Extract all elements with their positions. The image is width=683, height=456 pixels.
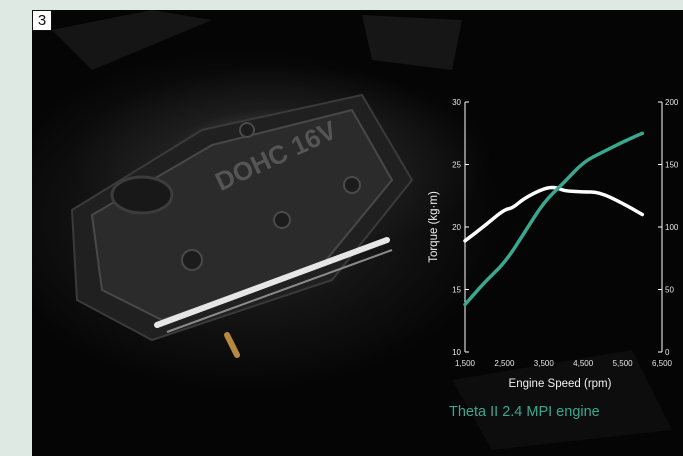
torque-series-line: [463, 185, 645, 243]
x-tick-label: 1,500: [455, 359, 476, 368]
engine-caption: Theta II 2.4 MPI engine: [449, 404, 600, 420]
x-tick-label: 3,500: [534, 359, 555, 368]
right-tick-label: 100: [665, 223, 679, 232]
x-tick-label: 5,500: [613, 359, 634, 368]
left-tick-label: 25: [452, 161, 461, 170]
left-tick-label: 15: [452, 286, 461, 295]
x-axis-title: Engine Speed (rpm): [509, 378, 612, 390]
left-tick-label: 20: [452, 223, 461, 232]
engine-photo: DOHC 16V: [52, 10, 672, 450]
x-tick-label: 6,500: [652, 359, 673, 368]
y-axis-title: Torque (kg·m): [428, 191, 440, 263]
x-tick-label: 2,500: [494, 359, 515, 368]
right-tick-label: 150: [665, 161, 679, 170]
torque-power-chart: 10 15 20 25 30 0 50 100 150 200 1,500 2,500 3,500 4,5…: [428, 98, 679, 390]
left-tick-label: 10: [452, 348, 461, 357]
right-tick-label: 200: [665, 98, 679, 107]
right-tick-label: 0: [665, 348, 670, 357]
engine-photo-panel: DOHC 16V 10 15 20 25 30 0 50 100 150 200 1,500 2,50…: [32, 10, 683, 456]
power-series-line: [463, 131, 645, 307]
page-number-badge: 3: [32, 10, 52, 31]
left-tick-label: 30: [452, 98, 461, 107]
x-tick-label: 4,500: [573, 359, 594, 368]
right-tick-label: 50: [665, 286, 674, 295]
